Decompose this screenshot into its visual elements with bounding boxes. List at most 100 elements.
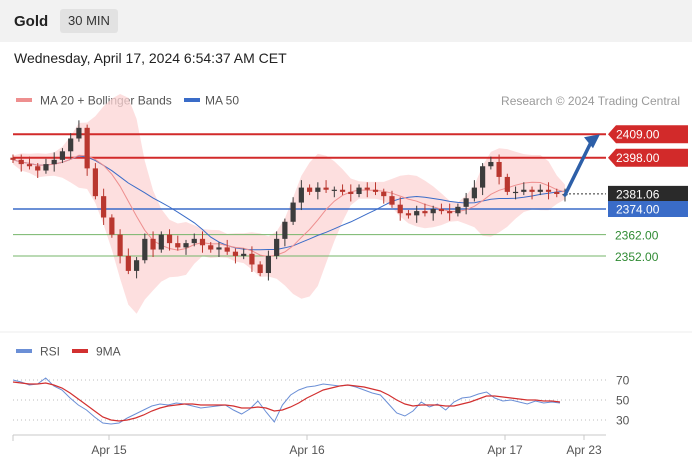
support-label: 2362.00 bbox=[615, 229, 659, 243]
forecast-arrow bbox=[563, 138, 594, 197]
interval-selector[interactable]: 30 MIN bbox=[60, 9, 118, 33]
x-tick-label: Apr 17 bbox=[487, 443, 523, 457]
candle bbox=[232, 251, 239, 256]
legend-label: MA 20 + Bollinger Bands bbox=[40, 94, 172, 108]
candle bbox=[397, 204, 403, 214]
x-tick-label: Apr 23 bbox=[566, 443, 602, 457]
ma50-label: 2374.00 bbox=[616, 202, 660, 216]
support-label: 2352.00 bbox=[615, 250, 659, 264]
candle bbox=[331, 189, 337, 191]
candle bbox=[521, 189, 527, 192]
candle bbox=[364, 187, 370, 190]
current-label-box bbox=[608, 185, 688, 202]
resistance-label-box bbox=[608, 148, 688, 167]
candle bbox=[183, 243, 189, 248]
candle bbox=[166, 234, 173, 244]
candle bbox=[480, 166, 486, 188]
candle bbox=[92, 168, 98, 197]
candle bbox=[274, 238, 280, 256]
candle bbox=[125, 255, 131, 271]
candle bbox=[117, 234, 123, 256]
candle bbox=[241, 253, 247, 256]
rsi-line bbox=[12, 377, 561, 425]
candle bbox=[68, 138, 74, 152]
candle bbox=[150, 238, 156, 250]
candle bbox=[282, 221, 288, 239]
candle bbox=[51, 159, 57, 165]
ma50-label-box bbox=[608, 200, 688, 217]
candle bbox=[471, 187, 477, 199]
chart-datetime: Wednesday, April 17, 2024 6:54:37 AM CET bbox=[14, 50, 287, 66]
candle bbox=[389, 196, 395, 205]
candle bbox=[315, 187, 321, 192]
candle bbox=[199, 238, 206, 246]
candle bbox=[59, 151, 66, 160]
forecast-arrowhead bbox=[584, 134, 600, 149]
candle bbox=[265, 255, 272, 274]
candle bbox=[323, 187, 329, 190]
candle bbox=[43, 164, 49, 171]
candle bbox=[158, 234, 164, 250]
source-note: Research © 2024 Trading Central bbox=[501, 94, 680, 108]
candle bbox=[554, 191, 560, 195]
candle bbox=[18, 159, 24, 165]
legend-label: MA 50 bbox=[205, 94, 239, 108]
candle bbox=[422, 211, 428, 214]
candle bbox=[356, 187, 362, 195]
candle bbox=[298, 187, 304, 203]
x-tick-label: Apr 16 bbox=[289, 443, 325, 457]
candle bbox=[545, 189, 552, 192]
x-tick-label: Apr 15 bbox=[91, 443, 127, 457]
candle bbox=[438, 208, 445, 212]
candle bbox=[224, 247, 230, 252]
candle bbox=[405, 213, 412, 216]
rsi-legend-label: RSI bbox=[40, 345, 60, 359]
candle bbox=[496, 161, 502, 177]
candle bbox=[35, 166, 41, 171]
candle bbox=[537, 189, 543, 192]
candle bbox=[26, 164, 33, 167]
candle bbox=[290, 202, 296, 222]
candle bbox=[133, 260, 140, 271]
candle bbox=[216, 247, 222, 250]
candle bbox=[414, 211, 420, 216]
candle bbox=[76, 127, 82, 139]
candle bbox=[529, 189, 535, 192]
candle bbox=[249, 253, 255, 265]
candle bbox=[84, 127, 90, 169]
candle bbox=[257, 264, 263, 274]
candle bbox=[381, 191, 387, 197]
candle bbox=[306, 187, 313, 192]
rsi-tick-label: 70 bbox=[616, 374, 630, 388]
ma20-line bbox=[12, 154, 566, 258]
candle bbox=[372, 189, 379, 192]
resistance-label: 2398.00 bbox=[616, 151, 660, 165]
candle bbox=[430, 208, 436, 214]
rsi-tick-label: 50 bbox=[616, 394, 630, 408]
resistance-label: 2409.00 bbox=[616, 128, 660, 142]
candle bbox=[10, 157, 16, 160]
candle bbox=[208, 245, 214, 250]
instrument-title: Gold bbox=[14, 13, 49, 30]
candle bbox=[463, 198, 469, 207]
candle bbox=[101, 196, 107, 218]
candle bbox=[191, 238, 197, 244]
title-bar: Gold 30 MIN bbox=[0, 0, 692, 42]
current-label: 2381.06 bbox=[616, 187, 660, 201]
candle bbox=[455, 206, 461, 214]
resistance-label-box bbox=[608, 125, 688, 144]
bollinger-band bbox=[13, 94, 565, 314]
candle bbox=[175, 243, 181, 248]
rsi-ma-line bbox=[12, 381, 561, 422]
rsi-tick-label: 30 bbox=[616, 414, 630, 428]
candle bbox=[339, 189, 346, 192]
candle bbox=[109, 217, 115, 235]
candle bbox=[142, 238, 148, 261]
candle bbox=[447, 211, 453, 214]
candle bbox=[488, 161, 494, 167]
rsi-legend-label: 9MA bbox=[96, 345, 121, 359]
candle bbox=[504, 176, 510, 192]
candle bbox=[512, 191, 519, 194]
candle bbox=[348, 191, 354, 195]
